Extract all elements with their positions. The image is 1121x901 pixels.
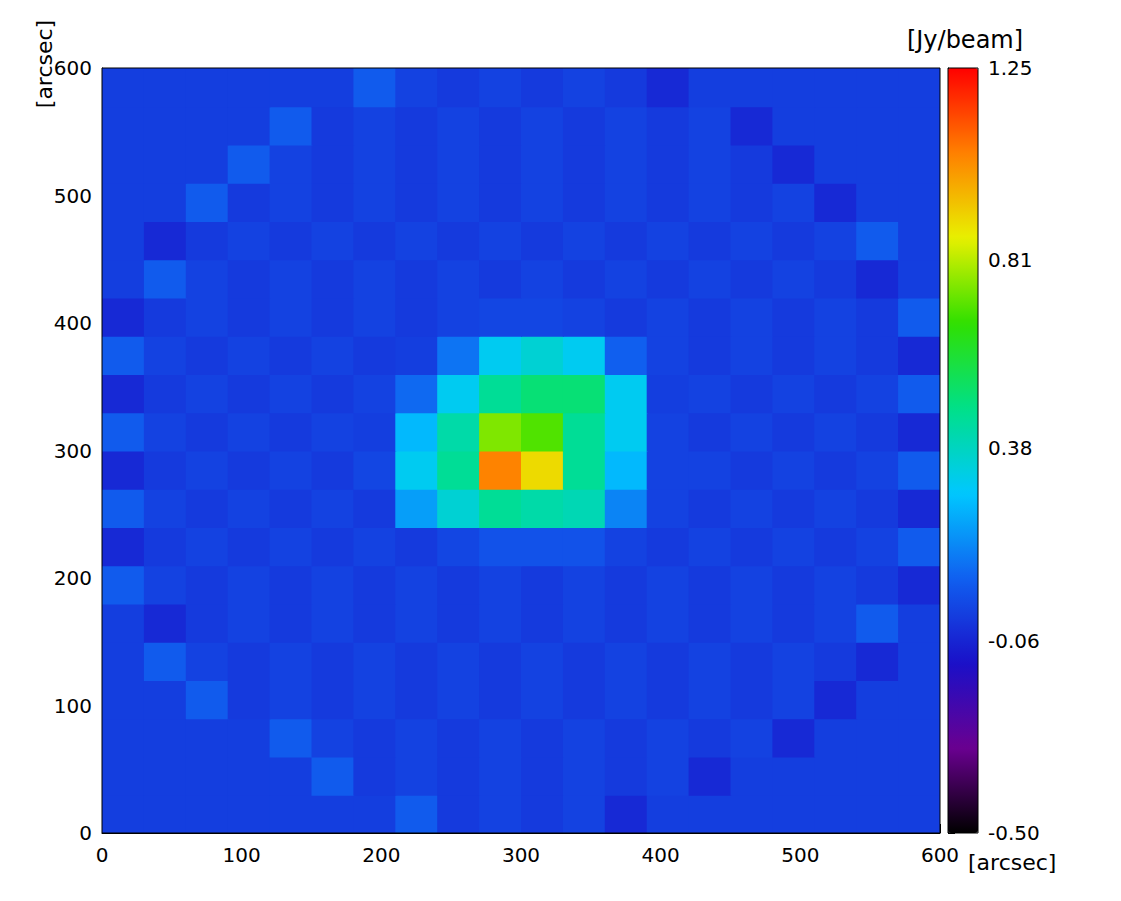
svg-text:100: 100: [54, 694, 92, 718]
svg-text:300: 300: [502, 843, 540, 867]
svg-text:600: 600: [54, 56, 92, 80]
svg-text:500: 500: [781, 843, 819, 867]
svg-text:400: 400: [54, 311, 92, 335]
svg-text:[arcsec]: [arcsec]: [32, 20, 57, 108]
svg-text:600: 600: [921, 843, 959, 867]
svg-text:400: 400: [642, 843, 680, 867]
svg-text:[Jy/beam]: [Jy/beam]: [907, 26, 1023, 54]
svg-text:300: 300: [54, 439, 92, 463]
svg-text:200: 200: [362, 843, 400, 867]
svg-text:0: 0: [79, 821, 92, 845]
svg-text:100: 100: [223, 843, 261, 867]
svg-text:1.25: 1.25: [988, 56, 1033, 80]
svg-text:200: 200: [54, 566, 92, 590]
svg-text:0: 0: [96, 843, 109, 867]
svg-text:[arcsec]: [arcsec]: [968, 850, 1056, 875]
svg-text:500: 500: [54, 184, 92, 208]
svg-text:0.38: 0.38: [988, 436, 1033, 460]
svg-text:-0.50: -0.50: [988, 821, 1040, 845]
svg-text:0.81: 0.81: [988, 248, 1033, 272]
svg-text:-0.06: -0.06: [988, 629, 1040, 653]
